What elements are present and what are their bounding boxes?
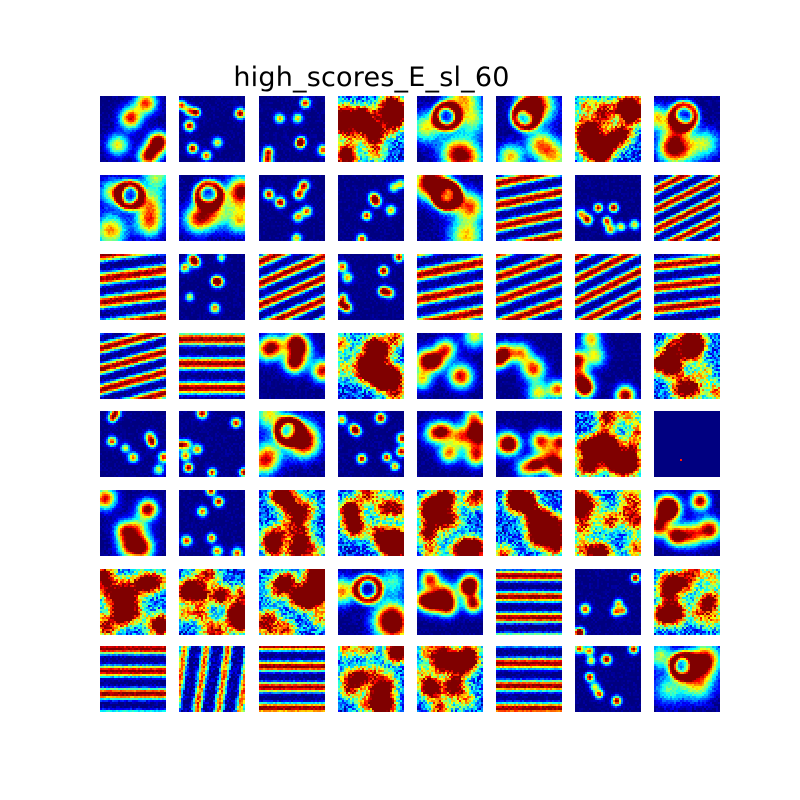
heatmap-tile-r8-c3	[259, 646, 325, 712]
heatmap-tile-r1-c1	[100, 96, 166, 162]
heatmap-tile-r8-c7	[575, 646, 641, 712]
heatmap-tile-r4-c2	[179, 333, 245, 399]
heatmap-tile-r1-c6	[496, 96, 562, 162]
heatmap-tile-r5-c4	[338, 411, 404, 477]
heatmap-tile-r1-c8	[654, 96, 720, 162]
heatmap-tile-r1-c3	[259, 96, 325, 162]
heatmap-tile-r7-c3	[259, 569, 325, 635]
heatmap-tile-r8-c8	[654, 646, 720, 712]
heatmap-tile-r3-c1	[100, 254, 166, 320]
heatmap-tile-r3-c7	[575, 254, 641, 320]
heatmap-tile-r6-c1	[100, 490, 166, 556]
heatmap-tile-r7-c8	[654, 569, 720, 635]
heatmap-tile-r1-c4	[338, 96, 404, 162]
heatmap-tile-r6-c2	[179, 490, 245, 556]
heatmap-tile-r2-c3	[259, 175, 325, 241]
figure-title: high_scores_E_sl_60	[233, 62, 510, 93]
heatmap-tile-r5-c5	[417, 411, 483, 477]
heatmap-tile-r5-c8	[654, 411, 720, 477]
heatmap-tile-r2-c6	[496, 175, 562, 241]
heatmap-tile-r8-c4	[338, 646, 404, 712]
heatmap-tile-r2-c7	[575, 175, 641, 241]
heatmap-tile-r2-c5	[417, 175, 483, 241]
heatmap-tile-r3-c4	[338, 254, 404, 320]
heatmap-tile-r3-c8	[654, 254, 720, 320]
heatmap-tile-r7-c4	[338, 569, 404, 635]
heatmap-tile-r2-c2	[179, 175, 245, 241]
heatmap-tile-r7-c7	[575, 569, 641, 635]
heatmap-tile-r4-c7	[575, 333, 641, 399]
heatmap-tile-r2-c8	[654, 175, 720, 241]
heatmap-tile-r6-c5	[417, 490, 483, 556]
heatmap-tile-r3-c2	[179, 254, 245, 320]
heatmap-tile-r7-c6	[496, 569, 562, 635]
heatmap-tile-r5-c7	[575, 411, 641, 477]
heatmap-tile-r4-c4	[338, 333, 404, 399]
heatmap-tile-r4-c1	[100, 333, 166, 399]
heatmap-tile-r6-c3	[259, 490, 325, 556]
heatmap-tile-r8-c6	[496, 646, 562, 712]
heatmap-tile-r7-c5	[417, 569, 483, 635]
heatmap-tile-r8-c1	[100, 646, 166, 712]
heatmap-tile-r7-c2	[179, 569, 245, 635]
heatmap-tile-r4-c8	[654, 333, 720, 399]
heatmap-tile-r2-c1	[100, 175, 166, 241]
heatmap-tile-r5-c2	[179, 411, 245, 477]
heatmap-tile-r4-c6	[496, 333, 562, 399]
heatmap-tile-r8-c5	[417, 646, 483, 712]
heatmap-tile-r2-c4	[338, 175, 404, 241]
heatmap-tile-r5-c3	[259, 411, 325, 477]
heatmap-tile-r6-c7	[575, 490, 641, 556]
heatmap-tile-r3-c3	[259, 254, 325, 320]
heatmap-tile-r1-c7	[575, 96, 641, 162]
heatmap-tile-r6-c8	[654, 490, 720, 556]
heatmap-tile-r6-c4	[338, 490, 404, 556]
heatmap-tile-r4-c5	[417, 333, 483, 399]
heatmap-tile-r5-c1	[100, 411, 166, 477]
heatmap-tile-r6-c6	[496, 490, 562, 556]
heatmap-tile-r1-c5	[417, 96, 483, 162]
heatmap-tile-r8-c2	[179, 646, 245, 712]
heatmap-tile-r7-c1	[100, 569, 166, 635]
heatmap-tile-r1-c2	[179, 96, 245, 162]
heatmap-tile-r3-c6	[496, 254, 562, 320]
heatmap-tile-r3-c5	[417, 254, 483, 320]
heatmap-tile-r5-c6	[496, 411, 562, 477]
heatmap-tile-r4-c3	[259, 333, 325, 399]
